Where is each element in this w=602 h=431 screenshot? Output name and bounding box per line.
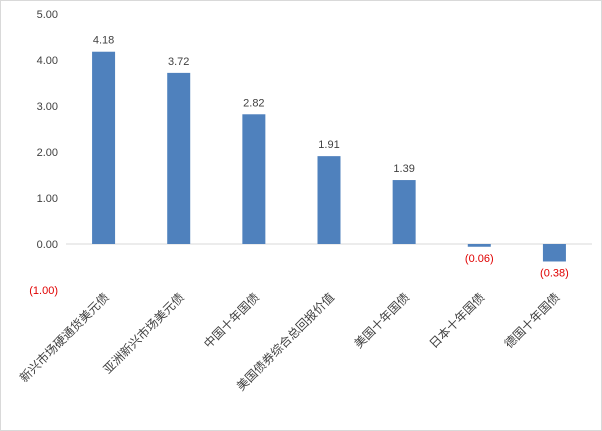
y-tick-label: 2.00 [37,147,58,159]
bar [467,244,491,247]
bar [242,114,266,244]
category-label: 美国十年国债 [351,290,412,351]
category-label: 中国十年国债 [200,290,262,352]
bar [317,156,341,244]
y-tick-label: 3.00 [37,101,58,113]
bar [542,244,566,262]
data-label: 3.72 [168,56,189,68]
y-tick-label: (1.00) [29,285,58,297]
data-label: 2.82 [243,97,264,109]
category-label: 德国十年国债 [501,290,563,352]
y-tick-label: 4.00 [37,55,58,67]
category-label: 日本十年国债 [427,290,488,351]
y-tick-label: 5.00 [37,9,58,21]
bar [167,72,191,244]
category-label: 新兴市场硬通货美元债 [16,290,111,385]
y-tick-label: 0.00 [37,239,58,251]
y-tick-label: 1.00 [37,193,58,205]
bar [92,51,116,244]
data-label: (0.38) [540,267,569,279]
data-label: 1.91 [318,139,339,151]
category-label: 亚洲新兴市场美元债 [100,290,187,377]
bar [392,180,416,244]
data-label: 1.39 [393,163,414,175]
data-label: 4.18 [93,35,114,47]
data-label: (0.06) [465,253,494,265]
